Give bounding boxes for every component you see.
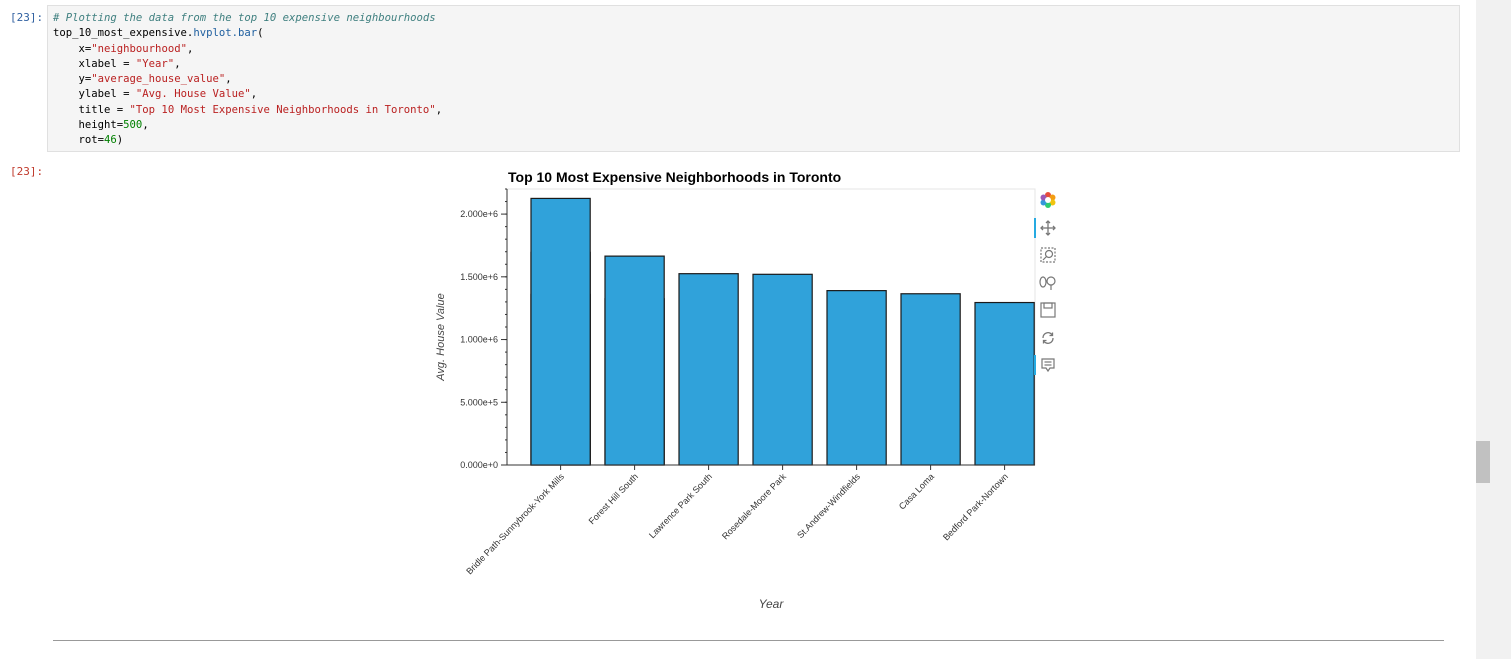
y-tick-label-4: 2.000e+6 bbox=[460, 209, 498, 219]
code-call-open: ( bbox=[257, 27, 264, 40]
code-x-val: "neighbourhood" bbox=[91, 42, 187, 55]
x-tick-label-5: Casa Loma bbox=[897, 471, 936, 511]
chart-toolbar bbox=[1034, 188, 1060, 381]
code-rot-val: 46 bbox=[104, 134, 117, 147]
y-tick-label-0: 0.000e+0 bbox=[460, 460, 498, 470]
code-ylabel-val: "Avg. House Value" bbox=[135, 88, 251, 101]
code-x-kw: x= bbox=[78, 42, 92, 55]
box-zoom-icon[interactable] bbox=[1036, 243, 1060, 267]
code-rot-kw: rot= bbox=[78, 134, 105, 147]
bar-1-1 bbox=[604, 255, 665, 466]
bar-4-0 bbox=[826, 290, 887, 466]
code-call-fn: hvplot.bar bbox=[193, 27, 258, 40]
y-tick-label-2: 1.000e+6 bbox=[460, 335, 498, 345]
code-height-val: 500 bbox=[123, 119, 143, 132]
x-tick-label-0: Bridle Path-Sunnybrook-York Mills bbox=[464, 471, 566, 576]
bar-5-0 bbox=[900, 293, 961, 466]
chart-title: Top 10 Most Expensive Neighborhoods in T… bbox=[508, 169, 842, 185]
x-tick-label-4: St.Andrew-Windfields bbox=[795, 471, 862, 540]
code-cell[interactable]: # Plotting the data from the top 10 expe… bbox=[47, 5, 1460, 152]
code-title-val: "Top 10 Most Expensive Neighborhoods in … bbox=[129, 103, 436, 116]
code-title-kw: title = bbox=[78, 103, 130, 116]
code-xlabel-val: "Year" bbox=[135, 57, 175, 70]
wheel-zoom-icon[interactable] bbox=[1036, 271, 1060, 295]
code-ylabel-kw: ylabel = bbox=[78, 88, 136, 101]
code-comment: # Plotting the data from the top 10 expe… bbox=[53, 12, 436, 24]
input-prompt: [23]: bbox=[10, 11, 44, 24]
code-y-val: "average_house_value" bbox=[91, 73, 226, 86]
code-xlabel-kw: xlabel = bbox=[78, 57, 136, 70]
vertical-scrollbar[interactable] bbox=[1476, 0, 1511, 659]
bar-6-0 bbox=[974, 301, 1035, 466]
x-tick-label-6: Bedford Park-Nortown bbox=[941, 471, 1010, 542]
x-tick-label-3: Rosedale-Moore Park bbox=[720, 471, 788, 541]
y-tick-label-3: 1.500e+6 bbox=[460, 272, 498, 282]
code-call-obj: top_10_most_expensive. bbox=[53, 27, 194, 40]
cell-divider bbox=[53, 640, 1444, 641]
bar-3-0 bbox=[752, 273, 813, 466]
bar-2-0 bbox=[678, 273, 739, 466]
scrollbar-thumb[interactable] bbox=[1476, 441, 1490, 483]
x-axis-label: Year bbox=[759, 597, 785, 611]
output-prompt: [23]: bbox=[10, 165, 44, 178]
notebook: [23]: # Plotting the data from the top 1… bbox=[10, 5, 1460, 641]
code-y-kw: y= bbox=[78, 73, 92, 86]
bokeh-logo-icon[interactable] bbox=[1036, 188, 1060, 212]
x-tick-label-2: Lawrence Park South bbox=[647, 471, 714, 540]
code-height-kw: height= bbox=[78, 119, 124, 132]
reset-icon[interactable] bbox=[1036, 326, 1060, 350]
x-tick-label-1: Forest Hill South bbox=[587, 471, 640, 526]
y-axis-label: Avg. House Value bbox=[435, 293, 447, 381]
pan-icon[interactable] bbox=[1034, 216, 1060, 240]
code-editor[interactable]: # Plotting the data from the top 10 expe… bbox=[53, 12, 443, 147]
code-close: ) bbox=[116, 134, 124, 147]
save-icon[interactable] bbox=[1036, 298, 1060, 322]
bar-0-2 bbox=[530, 197, 591, 466]
bar-chart[interactable]: Bridle Path-Sunnybrook-York Mills Forest … bbox=[420, 185, 1040, 625]
y-tick-label-1: 5.000e+5 bbox=[460, 397, 498, 407]
hover-icon[interactable] bbox=[1034, 353, 1060, 377]
